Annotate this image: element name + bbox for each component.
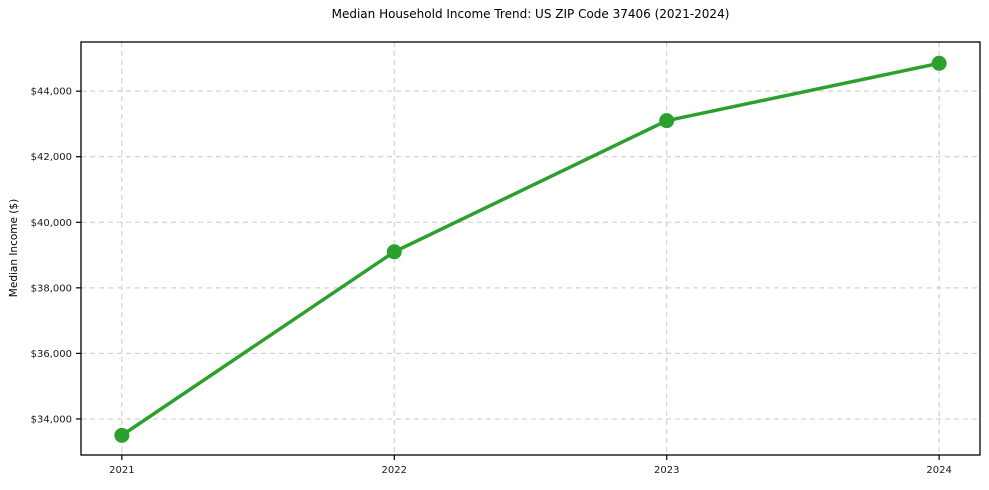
data-point-marker (659, 113, 675, 129)
y-tick-label: $34,000 (31, 414, 72, 425)
y-tick-label: $38,000 (31, 283, 72, 294)
x-tick-label: 2021 (109, 465, 134, 476)
x-tick-label: 2022 (382, 465, 407, 476)
y-tick-label: $40,000 (31, 218, 72, 229)
y-tick-label: $42,000 (31, 152, 72, 163)
trend-line (120, 61, 941, 438)
data-point-marker (114, 427, 130, 443)
x-tick-label: 2023 (654, 465, 679, 476)
x-tick-label: 2024 (926, 465, 951, 476)
data-point-marker (386, 244, 402, 260)
data-point-marker (931, 55, 947, 71)
plot-border (80, 41, 981, 456)
chart-title: Median Household Income Trend: US ZIP Co… (331, 7, 730, 21)
y-tick-label: $44,000 (31, 87, 72, 98)
y-tick-label: $36,000 (31, 349, 72, 360)
